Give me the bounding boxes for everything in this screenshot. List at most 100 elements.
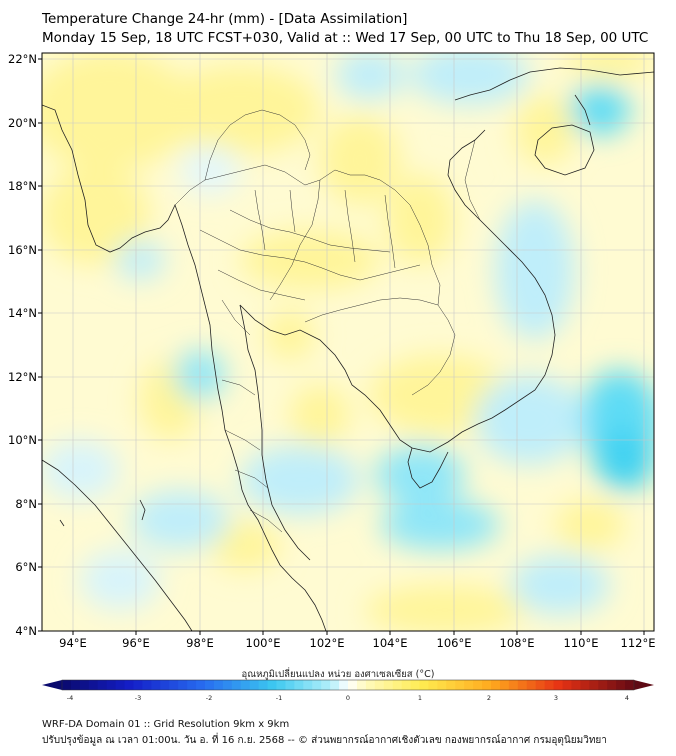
- colorbar-frame: [61, 679, 635, 691]
- colorbar-segment: [419, 680, 429, 690]
- colorbar: -4 -3 -2 -1 0 1 2 3 4: [42, 679, 654, 702]
- colorbar-segment: [365, 680, 376, 690]
- colorbar-segment: [401, 680, 412, 690]
- footer-domain-info: WRF-DA Domain 01 :: Grid Resolution 9km …: [42, 719, 290, 730]
- colorbar-segment: [553, 680, 563, 690]
- latitude-labels: 22°N 20°N 18°N 16°N 14°N 12°N 10°N 8°N 6…: [8, 52, 37, 638]
- colorbar-segment: [312, 680, 322, 690]
- colorbar-segment: [562, 680, 572, 690]
- colorbar-tick-label: 3: [554, 694, 558, 702]
- colorbar-segment: [303, 680, 313, 690]
- lon-label: 112°E: [621, 636, 656, 650]
- colorbar-segment: [508, 680, 519, 690]
- colorbar-segment: [437, 680, 447, 690]
- lon-label: 98°E: [186, 636, 214, 650]
- colorbar-segment: [383, 680, 394, 690]
- colorbar-segment: [160, 680, 170, 690]
- colorbar-segment: [464, 680, 474, 690]
- colorbar-segment: [482, 680, 492, 690]
- colorbar-segment: [70, 680, 81, 690]
- colorbar-segment: [222, 680, 233, 690]
- colorbar-segment: [571, 680, 581, 690]
- colorbar-segment: [267, 680, 277, 690]
- lat-label: 20°N: [8, 116, 37, 130]
- colorbar-segment: [106, 680, 117, 690]
- chart-subtitle: Monday 15 Sep, 18 UTC FCST+030, Valid at…: [42, 30, 649, 46]
- colorbar-segment: [607, 680, 617, 690]
- colorbar-segment: [348, 680, 358, 690]
- colorbar-segment: [544, 680, 555, 690]
- colorbar-segment: [455, 680, 465, 690]
- lon-label: 100°E: [246, 636, 281, 650]
- colorbar-segment: [625, 680, 635, 690]
- colorbar-segment: [133, 680, 143, 690]
- colorbar-segment: [249, 680, 260, 690]
- lat-label: 12°N: [8, 370, 37, 384]
- colorbar-segment: [428, 680, 438, 690]
- lon-label: 96°E: [122, 636, 150, 650]
- colorbar-segment: [240, 680, 251, 690]
- colorbar-segment: [589, 680, 599, 690]
- colorbar-segment: [231, 680, 242, 690]
- colorbar-segment: [580, 680, 590, 690]
- colorbar-segment: [151, 680, 161, 690]
- colorbar-tick-label: -4: [67, 694, 73, 702]
- colorbar-segment: [526, 680, 537, 690]
- colorbar-segment: [339, 680, 349, 690]
- colorbar-segment: [356, 680, 367, 690]
- colorbar-tick-label: 4: [625, 694, 629, 702]
- colorbar-tick-label: 2: [487, 694, 491, 702]
- colorbar-segment: [142, 680, 152, 690]
- colorbar-segment: [491, 680, 501, 690]
- colorbar-segment: [410, 680, 420, 690]
- tick-marks: [38, 58, 645, 635]
- colorbar-segment: [330, 680, 340, 690]
- lon-label: 94°E: [59, 636, 87, 650]
- lat-label: 14°N: [8, 306, 37, 320]
- colorbar-title: อุณหภูมิเปลี่ยนแปลง หน่วย องศาเซลเซียส (…: [241, 669, 435, 680]
- lat-label: 22°N: [8, 52, 37, 66]
- colorbar-tick-label: -1: [276, 694, 282, 702]
- colorbar-min-arrow: [42, 680, 62, 690]
- colorbar-segment: [178, 680, 188, 690]
- colorbar-segment: [392, 680, 403, 690]
- lat-label: 4°N: [15, 624, 37, 638]
- colorbar-segment: [169, 680, 179, 690]
- lon-label: 110°E: [564, 636, 599, 650]
- temperature-field: [42, 53, 654, 631]
- colorbar-segment: [499, 680, 510, 690]
- colorbar-segments: [62, 680, 635, 690]
- colorbar-segment: [124, 680, 134, 690]
- colorbar-segment: [616, 680, 626, 690]
- footer-credit: ปรับปรุงข้อมูล ณ เวลา 01:00น. วัน อ. ที่…: [42, 735, 607, 746]
- colorbar-segment: [62, 680, 72, 690]
- colorbar-ticks: -4 -3 -2 -1 0 1 2 3 4: [67, 694, 629, 702]
- lat-label: 8°N: [15, 497, 37, 511]
- colorbar-segment: [115, 680, 126, 690]
- longitude-labels: 94°E 96°E 98°E 100°E 102°E 104°E 106°E 1…: [59, 636, 655, 650]
- colorbar-segment: [276, 680, 286, 690]
- lat-label: 16°N: [8, 243, 37, 257]
- colorbar-segment: [374, 680, 385, 690]
- lon-label: 104°E: [373, 636, 408, 650]
- colorbar-segment: [205, 680, 215, 690]
- chart-title: Temperature Change 24-hr (mm) - [Data As…: [42, 11, 408, 27]
- graticule: [42, 53, 654, 631]
- lat-label: 10°N: [8, 433, 37, 447]
- colorbar-tick-label: 1: [418, 694, 422, 702]
- lon-label: 108°E: [500, 636, 535, 650]
- lon-label: 106°E: [437, 636, 472, 650]
- colorbar-segment: [473, 680, 483, 690]
- colorbar-segment: [213, 680, 224, 690]
- colorbar-segment: [517, 680, 528, 690]
- lon-label: 102°E: [310, 636, 345, 650]
- colorbar-segment: [535, 680, 546, 690]
- colorbar-tick-label: 0: [346, 694, 350, 702]
- colorbar-segment: [321, 680, 331, 690]
- colorbar-segment: [446, 680, 456, 690]
- colorbar-segment: [196, 680, 206, 690]
- colorbar-segment: [285, 680, 295, 690]
- colorbar-segment: [598, 680, 608, 690]
- colorbar-segment: [294, 680, 304, 690]
